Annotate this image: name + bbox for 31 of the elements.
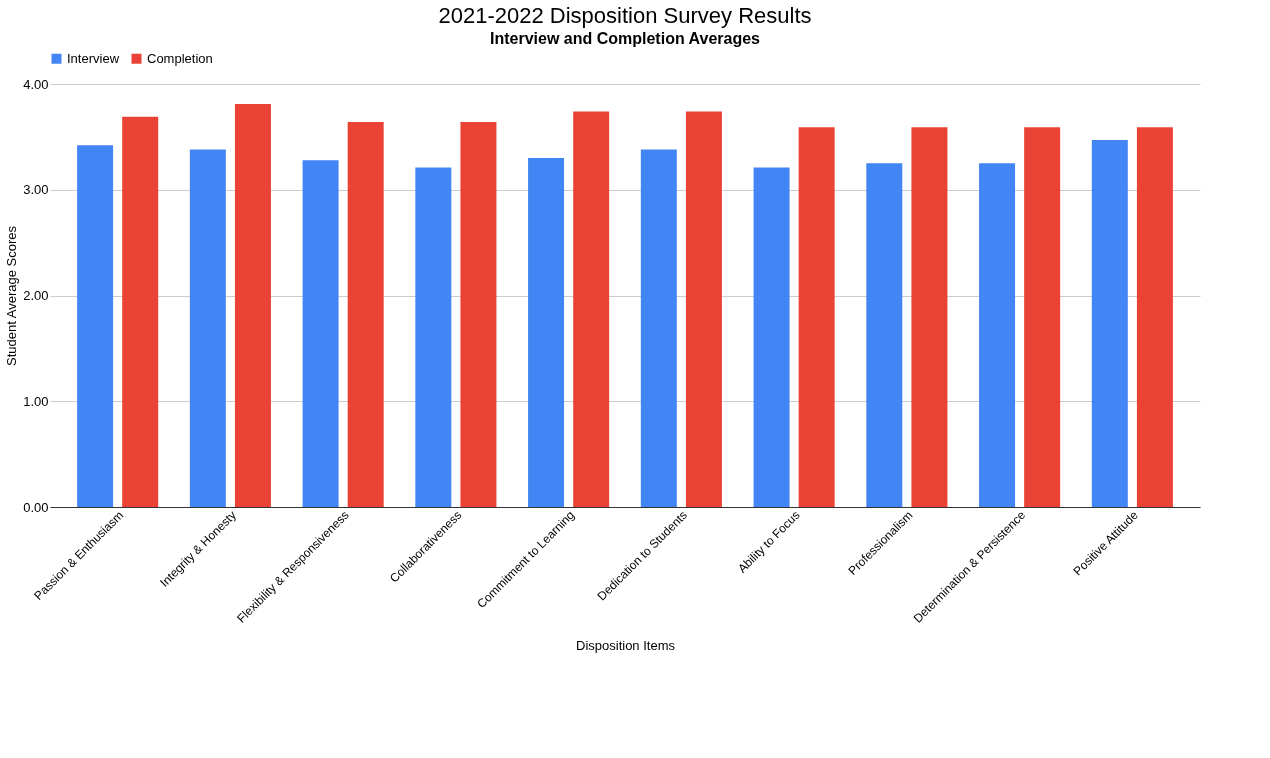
bar — [866, 163, 903, 507]
bar — [1024, 127, 1061, 507]
y-tick-label: 4.00 — [23, 76, 49, 92]
bar — [979, 163, 1016, 507]
legend-label: Interview — [67, 50, 120, 66]
bar — [798, 127, 835, 507]
y-tick-label: 0.00 — [23, 499, 49, 515]
bar — [1091, 140, 1128, 507]
bar — [234, 104, 271, 507]
x-axis-title: Disposition Items — [576, 637, 676, 653]
bar — [911, 127, 948, 507]
bar — [573, 111, 610, 507]
y-tick-label: 3.00 — [23, 182, 49, 198]
bar — [77, 145, 114, 507]
bar — [189, 149, 226, 507]
bar — [753, 167, 790, 507]
chart-subtitle: Interview and Completion Averages — [490, 30, 761, 47]
bar — [640, 149, 677, 507]
bar — [685, 111, 722, 507]
bar — [528, 158, 565, 507]
y-tick-label: 1.00 — [23, 393, 49, 409]
bar — [302, 160, 339, 507]
y-axis-title: Student Average Scores — [4, 225, 20, 366]
bar — [1136, 127, 1173, 507]
y-tick-label: 2.00 — [23, 288, 49, 303]
bar — [122, 116, 159, 507]
bar — [415, 167, 452, 507]
bar — [347, 122, 384, 507]
chart-title: 2021-2022 Disposition Survey Results — [438, 3, 812, 28]
bar — [460, 122, 497, 507]
legend-label: Completion — [147, 50, 213, 66]
